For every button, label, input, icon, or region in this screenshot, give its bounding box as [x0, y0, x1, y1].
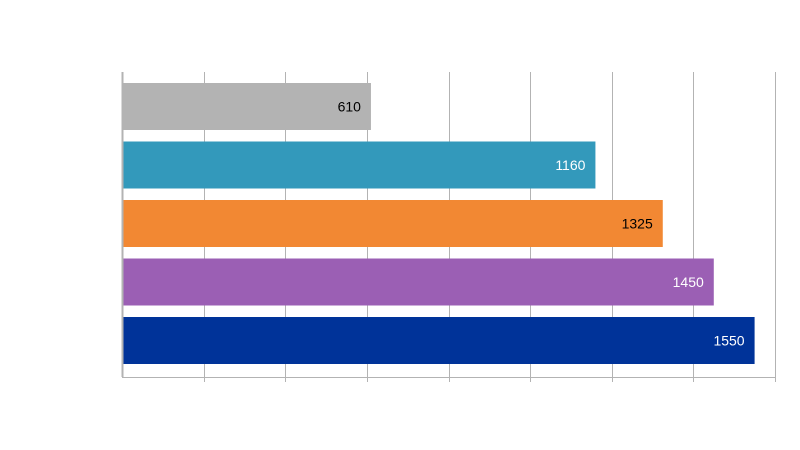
data-label: 610 [338, 99, 362, 115]
bar [123, 317, 755, 364]
data-label: 1550 [713, 333, 744, 349]
data-label: 1160 [555, 157, 585, 173]
bar [123, 258, 714, 306]
bar [123, 200, 663, 247]
bar [123, 141, 596, 189]
bars [123, 83, 755, 364]
data-labels: 610 1160 1325 1450 1550 [338, 99, 745, 349]
data-label: 1450 [673, 274, 704, 290]
data-label: 1325 [622, 216, 653, 232]
axes [121, 72, 776, 378]
bar [123, 83, 371, 130]
